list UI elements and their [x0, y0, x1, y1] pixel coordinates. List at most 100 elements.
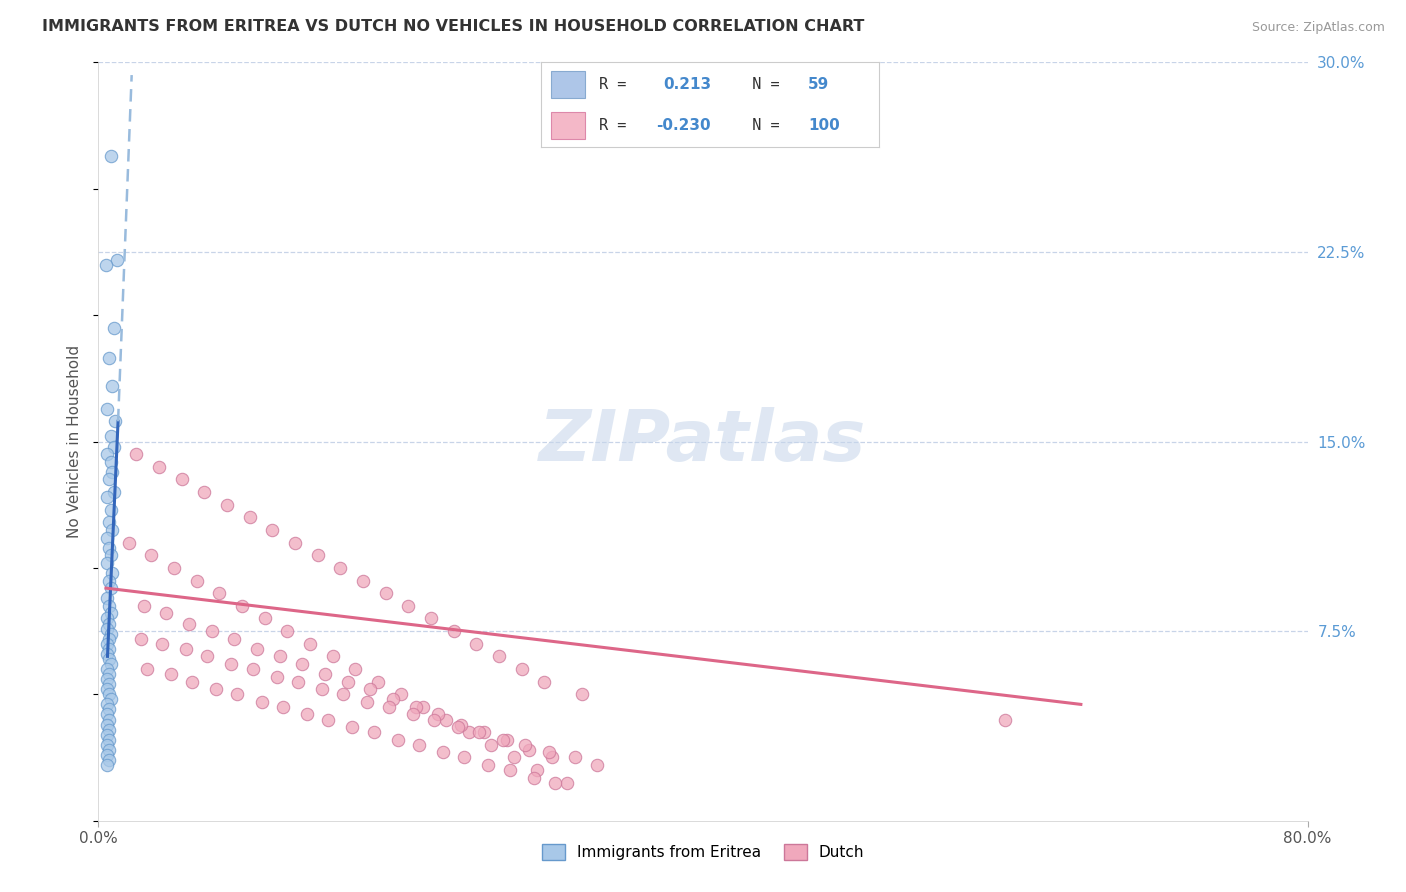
Point — [322, 649, 344, 664]
Point — [174, 641, 197, 656]
Point — [434, 713, 457, 727]
Point — [100, 692, 122, 706]
Point — [96, 728, 118, 742]
Point — [96, 591, 118, 606]
Point — [96, 647, 118, 661]
Point — [472, 725, 495, 739]
Point — [96, 672, 118, 686]
Point — [284, 535, 307, 549]
Point — [98, 732, 121, 747]
Point — [316, 713, 339, 727]
Point — [295, 707, 318, 722]
Point — [405, 699, 427, 714]
Point — [239, 510, 262, 524]
Point — [98, 652, 121, 666]
Text: R =: R = — [599, 118, 636, 133]
Point — [336, 674, 359, 689]
Point — [420, 611, 443, 625]
Point — [246, 641, 269, 656]
Point — [98, 667, 121, 681]
Point — [98, 599, 121, 613]
Point — [427, 707, 450, 722]
Point — [96, 698, 118, 712]
Point — [98, 677, 121, 691]
Point — [495, 732, 517, 747]
Point — [291, 657, 314, 671]
Point — [195, 649, 218, 664]
Point — [262, 523, 284, 537]
Point — [299, 637, 322, 651]
Point — [148, 459, 170, 474]
Point — [540, 750, 562, 764]
Point — [101, 523, 124, 537]
Point — [360, 682, 382, 697]
Point — [510, 662, 533, 676]
FancyBboxPatch shape — [551, 71, 585, 98]
Point — [98, 723, 121, 737]
Point — [100, 455, 122, 469]
Point — [98, 351, 121, 366]
Point — [329, 561, 352, 575]
Point — [533, 674, 555, 689]
Point — [100, 503, 122, 517]
Point — [96, 611, 118, 625]
Text: 0.213: 0.213 — [662, 77, 711, 92]
Point — [98, 743, 121, 757]
Point — [101, 566, 124, 580]
Point — [96, 707, 118, 722]
Point — [450, 717, 472, 731]
Point — [332, 687, 354, 701]
Point — [377, 699, 399, 714]
Point — [564, 750, 586, 764]
Point — [408, 738, 430, 752]
Point — [118, 535, 141, 549]
Point — [231, 599, 253, 613]
Point — [250, 695, 273, 709]
Point — [382, 692, 405, 706]
Point — [271, 699, 294, 714]
Point — [98, 632, 121, 646]
Point — [447, 720, 470, 734]
Point — [526, 763, 548, 777]
Point — [387, 732, 409, 747]
Point — [150, 637, 173, 651]
Point — [468, 725, 491, 739]
Point — [100, 607, 122, 621]
Point — [98, 713, 121, 727]
Text: R =: R = — [599, 77, 644, 92]
Point — [242, 662, 264, 676]
Point — [96, 662, 118, 676]
Point — [96, 747, 118, 762]
Point — [186, 574, 208, 588]
Point — [96, 622, 118, 636]
Point — [396, 599, 419, 613]
Point — [100, 429, 122, 443]
Point — [141, 548, 163, 563]
Point — [314, 667, 336, 681]
Point — [537, 746, 560, 760]
Point — [125, 447, 148, 461]
Point — [269, 649, 291, 664]
Point — [96, 717, 118, 731]
Text: ZIPatlas: ZIPatlas — [540, 407, 866, 476]
Point — [100, 657, 122, 671]
Point — [352, 574, 374, 588]
Legend: Immigrants from Eritrea, Dutch: Immigrants from Eritrea, Dutch — [536, 838, 870, 866]
Point — [100, 626, 122, 640]
Point — [402, 707, 425, 722]
Point — [586, 758, 609, 772]
Point — [201, 624, 224, 639]
Point — [103, 320, 125, 334]
Point — [96, 758, 118, 772]
Point — [181, 674, 204, 689]
Point — [457, 725, 479, 739]
Point — [517, 743, 540, 757]
Point — [98, 753, 121, 767]
Point — [98, 516, 121, 530]
Point — [98, 574, 121, 588]
Point — [276, 624, 298, 639]
Point — [96, 401, 118, 416]
FancyBboxPatch shape — [551, 112, 585, 139]
Point — [98, 616, 121, 631]
Point — [367, 674, 389, 689]
